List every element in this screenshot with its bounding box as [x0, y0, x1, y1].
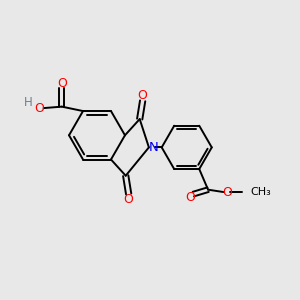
Text: O: O — [138, 89, 148, 102]
Text: O: O — [124, 193, 134, 206]
Text: O: O — [34, 102, 44, 115]
Text: O: O — [223, 185, 232, 199]
Text: H: H — [24, 96, 33, 109]
Text: CH₃: CH₃ — [250, 187, 271, 197]
Text: N: N — [148, 141, 158, 154]
Text: O: O — [185, 190, 195, 203]
Text: O: O — [57, 76, 67, 90]
